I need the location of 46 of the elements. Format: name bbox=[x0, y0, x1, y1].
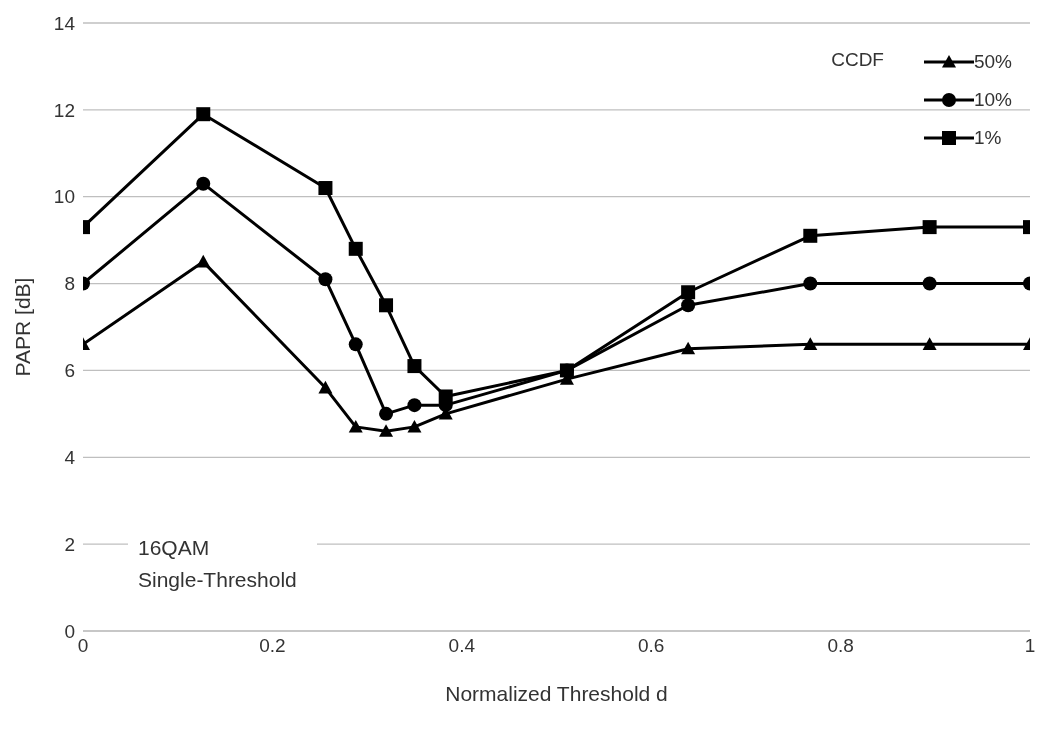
point bbox=[379, 424, 394, 437]
legend-label: 50% bbox=[973, 51, 1012, 73]
legend-label: 1% bbox=[973, 127, 1002, 149]
point bbox=[681, 285, 696, 300]
y-tick-label: 4 bbox=[64, 447, 76, 469]
point bbox=[318, 380, 333, 394]
y-tick-label: 10 bbox=[53, 186, 75, 208]
y-tick-label: 14 bbox=[53, 12, 76, 34]
point bbox=[407, 419, 422, 433]
y-tick-label: 2 bbox=[64, 533, 75, 555]
point bbox=[348, 337, 363, 352]
point bbox=[348, 419, 363, 433]
point bbox=[438, 389, 453, 404]
point bbox=[922, 337, 937, 350]
point bbox=[407, 359, 422, 374]
y-tick-label: 0 bbox=[64, 620, 75, 642]
x-tick-label: 0.2 bbox=[259, 635, 286, 657]
point bbox=[803, 276, 818, 291]
y-tick-label: 8 bbox=[64, 273, 75, 295]
y-axis-title: PAPR [dB] bbox=[11, 277, 35, 377]
legend-label: 10% bbox=[973, 89, 1012, 111]
x-tick-label: 0.8 bbox=[827, 635, 854, 657]
x-tick-label: 0.4 bbox=[448, 635, 476, 657]
point bbox=[559, 363, 574, 378]
legend-title: CCDF bbox=[831, 49, 884, 72]
point bbox=[196, 254, 211, 268]
point bbox=[803, 228, 818, 243]
y-tick-label: 12 bbox=[53, 99, 75, 121]
point bbox=[379, 298, 394, 313]
y-tick-label: 6 bbox=[64, 360, 75, 382]
point bbox=[318, 272, 333, 287]
point bbox=[379, 406, 394, 421]
point bbox=[922, 220, 937, 235]
x-tick-label: 1 bbox=[1024, 635, 1036, 657]
point bbox=[681, 298, 696, 313]
point bbox=[407, 398, 422, 413]
annotation: 16QAM Single-Threshold bbox=[128, 528, 317, 600]
x-tick-label: 0.6 bbox=[637, 635, 665, 657]
point bbox=[318, 181, 333, 196]
point bbox=[196, 176, 211, 191]
point bbox=[681, 341, 696, 355]
point bbox=[922, 276, 937, 291]
point bbox=[348, 241, 363, 256]
point bbox=[196, 107, 211, 122]
x-axis-title: Normalized Threshold d bbox=[445, 682, 668, 705]
point bbox=[803, 337, 818, 350]
